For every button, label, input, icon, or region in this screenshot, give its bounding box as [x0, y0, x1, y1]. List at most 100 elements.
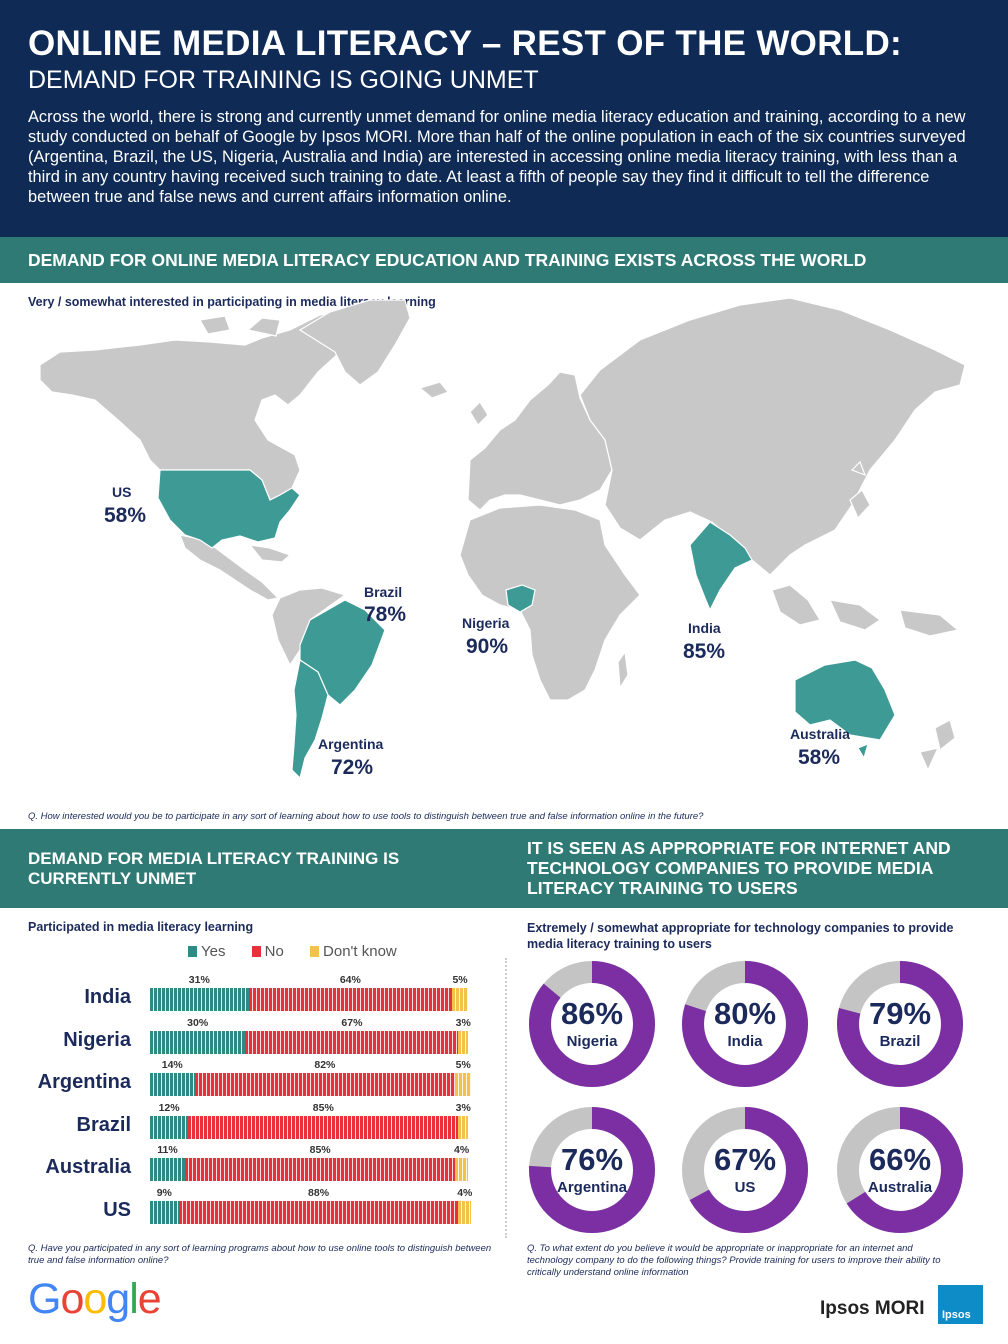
donut-label-us: US — [734, 1179, 756, 1196]
bar-segment-india-no — [248, 988, 453, 1011]
legend-no: No — [251, 943, 284, 960]
bar-segment-argentina-don-t-know — [455, 1073, 472, 1097]
bar-chart-legend: Yes No Don't know — [188, 943, 419, 960]
donut-label-argentina: Argentina — [556, 1179, 627, 1196]
donut-india — [682, 961, 808, 1087]
section2-heading: DEMAND FOR MEDIA LITERACY TRAINING IS CU… — [28, 849, 400, 888]
map-question-note: Q. How interested would you be to partic… — [28, 811, 704, 822]
page-subtitle: DEMAND FOR TRAINING IS GOING UNMET — [28, 66, 539, 94]
map-subheading: Very / somewhat interested in participat… — [28, 295, 436, 309]
map-nigeria — [505, 584, 536, 613]
land-grey — [39, 297, 966, 772]
map-value-us: 58% — [104, 504, 147, 527]
map-value-nigeria: 90% — [466, 635, 509, 658]
bar-segment-us-yes — [150, 1201, 179, 1224]
map-india — [689, 521, 753, 612]
bar-label-india-yes: 31% — [188, 974, 210, 986]
highlighted-countries — [157, 469, 896, 780]
map-label-us: US — [112, 484, 132, 500]
legend-dont-know-swatch — [310, 946, 320, 957]
bar-category-nigeria: Nigeria — [63, 1028, 131, 1051]
bar-segment-nigeria-don-t-know — [458, 1030, 468, 1054]
legend-yes-swatch — [188, 946, 197, 957]
bar-label-argentina-no: 82% — [314, 1059, 336, 1072]
bar-segment-india-yes — [150, 988, 249, 1011]
map-us — [157, 469, 301, 549]
bar-label-nigeria-no: 67% — [341, 1016, 363, 1029]
bar-segment-nigeria-yes — [150, 1030, 246, 1054]
bar-segment-brazil-yes — [150, 1115, 189, 1139]
donut-value-us: 67% — [713, 1142, 777, 1177]
bar-category-australia: Australia — [45, 1156, 131, 1179]
bar-category-india: India — [84, 986, 131, 1008]
bar-category-brazil: Brazil — [76, 1113, 131, 1136]
donut-arc-australia — [837, 1107, 963, 1233]
bar-label-brazil-don-t-know: 3% — [455, 1101, 471, 1114]
bar-segment-us-no — [178, 1201, 459, 1224]
section1-heading-band: DEMAND FOR ONLINE MEDIA LITERACY EDUCATI… — [0, 237, 1008, 283]
donut-australia — [837, 1107, 963, 1233]
section3-heading: IT IS SEEN AS APPROPRIATE FOR INTERNET A… — [527, 838, 951, 898]
map-label-argentina: Argentina — [318, 736, 384, 752]
page-title: ONLINE MEDIA LITERACY – REST OF THE WORL… — [28, 24, 902, 63]
map-label-australia: Australia — [790, 726, 850, 742]
bar-category-us: US — [103, 1199, 131, 1221]
donut-nigeria — [529, 961, 655, 1087]
bar-label-australia-don-t-know: 4% — [454, 1144, 470, 1157]
donut-subheading: Extremely / somewhat appropriate for tec… — [527, 921, 954, 951]
ipsos-logo-icon: Ipsos — [938, 1285, 983, 1324]
donut-arc-argentina — [529, 1107, 655, 1233]
legend-yes: Yes — [188, 943, 225, 960]
ipsos-logo-label: Ipsos — [942, 1309, 971, 1321]
donut-label-nigeria: Nigeria — [566, 1033, 618, 1050]
legend-no-label: No — [264, 943, 284, 960]
donut-label-india: India — [727, 1033, 763, 1050]
bar-segment-brazil-no — [188, 1115, 459, 1139]
section-divider — [505, 958, 507, 1238]
donut-arc-us — [682, 1107, 808, 1233]
google-logo: Google — [28, 1275, 162, 1323]
bar-label-brazil-no: 85% — [312, 1101, 334, 1114]
bar-label-us-no: 88% — [308, 1187, 330, 1199]
donut-argentina — [529, 1107, 655, 1233]
bar-category-argentina: Argentina — [37, 1071, 131, 1094]
donut-value-argentina: 76% — [560, 1142, 624, 1177]
map-label-india: India — [688, 620, 721, 636]
map-label-nigeria: Nigeria — [462, 615, 510, 631]
bar-label-india-no: 64% — [339, 974, 361, 986]
bar-segment-australia-yes — [150, 1158, 185, 1182]
bar-segment-argentina-no — [194, 1073, 456, 1097]
donut-value-india: 80% — [713, 996, 777, 1031]
legend-dont-know-label: Don't know — [323, 943, 397, 960]
map-value-australia: 58% — [798, 746, 841, 769]
bar-label-us-yes: 9% — [156, 1187, 172, 1199]
bar-label-india-don-t-know: 5% — [452, 974, 468, 986]
bar-label-nigeria-don-t-know: 3% — [455, 1016, 471, 1029]
bar-segment-brazil-don-t-know — [458, 1115, 468, 1139]
donut-value-brazil: 79% — [868, 996, 932, 1031]
donut-label-brazil: Brazil — [879, 1033, 921, 1050]
map-australia — [794, 659, 896, 741]
bar-label-argentina-yes: 14% — [161, 1059, 183, 1072]
bar-question-note: Q. Have you participated in any sort of … — [28, 1243, 492, 1266]
legend-yes-label: Yes — [201, 943, 226, 960]
donut-us — [682, 1107, 808, 1233]
bar-segment-nigeria-no — [245, 1030, 459, 1054]
map-value-argentina: 72% — [331, 756, 374, 779]
section2-3-heading-band: DEMAND FOR MEDIA LITERACY TRAINING IS CU… — [0, 829, 1008, 908]
legend-no-swatch — [251, 946, 261, 957]
bar-segment-india-don-t-know — [452, 988, 468, 1011]
bar-chart-subheading: Participated in media literacy learning — [28, 920, 254, 934]
header-banner: ONLINE MEDIA LITERACY – REST OF THE WORL… — [0, 0, 1008, 237]
bar-label-australia-no: 85% — [309, 1144, 331, 1157]
map-label-brazil: Brazil — [364, 584, 403, 600]
donut-value-nigeria: 86% — [560, 996, 624, 1031]
bar-segment-australia-no — [184, 1158, 456, 1182]
bar-segment-australia-don-t-know — [455, 1158, 468, 1182]
bar-label-brazil-yes: 12% — [158, 1101, 180, 1114]
world-map — [39, 297, 966, 780]
map-argentina — [291, 659, 329, 780]
donut-arc-india — [682, 961, 808, 1087]
map-value-india: 85% — [683, 640, 726, 663]
bar-label-us-don-t-know: 4% — [457, 1187, 473, 1199]
